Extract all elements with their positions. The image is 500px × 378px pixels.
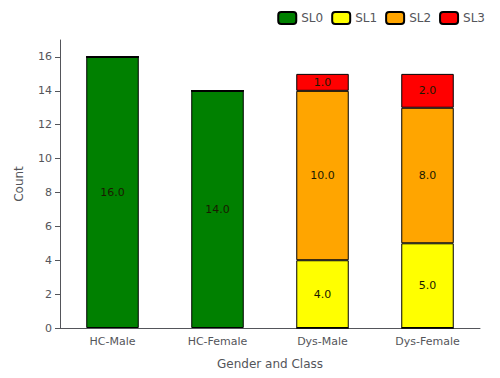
svg-text:14: 14 (38, 84, 52, 97)
svg-text:Dys-Male: Dys-Male (297, 335, 348, 348)
svg-text:2: 2 (45, 288, 52, 301)
svg-text:HC-Female: HC-Female (188, 335, 248, 348)
svg-text:16: 16 (38, 50, 52, 63)
svg-text:1.0: 1.0 (314, 76, 332, 89)
svg-text:SL0: SL0 (301, 11, 323, 25)
svg-text:2.0: 2.0 (419, 84, 437, 97)
svg-text:8: 8 (45, 186, 52, 199)
svg-text:0: 0 (45, 322, 52, 335)
svg-text:Dys-Female: Dys-Female (395, 335, 460, 348)
svg-text:SL1: SL1 (355, 11, 377, 25)
svg-text:SL3: SL3 (463, 11, 485, 25)
svg-text:16.0: 16.0 (100, 186, 125, 199)
svg-text:12: 12 (38, 118, 52, 131)
svg-text:HC-Male: HC-Male (90, 335, 136, 348)
svg-text:8.0: 8.0 (419, 169, 437, 182)
svg-text:Count: Count (12, 166, 26, 202)
svg-text:10: 10 (38, 152, 52, 165)
svg-text:4: 4 (45, 254, 52, 267)
svg-text:14.0: 14.0 (205, 203, 230, 216)
svg-text:10.0: 10.0 (310, 169, 335, 182)
svg-text:5.0: 5.0 (419, 279, 437, 292)
svg-text:SL2: SL2 (409, 11, 431, 25)
svg-text:4.0: 4.0 (314, 288, 332, 301)
svg-text:6: 6 (45, 220, 52, 233)
svg-text:Gender and Class: Gender and Class (217, 357, 323, 371)
